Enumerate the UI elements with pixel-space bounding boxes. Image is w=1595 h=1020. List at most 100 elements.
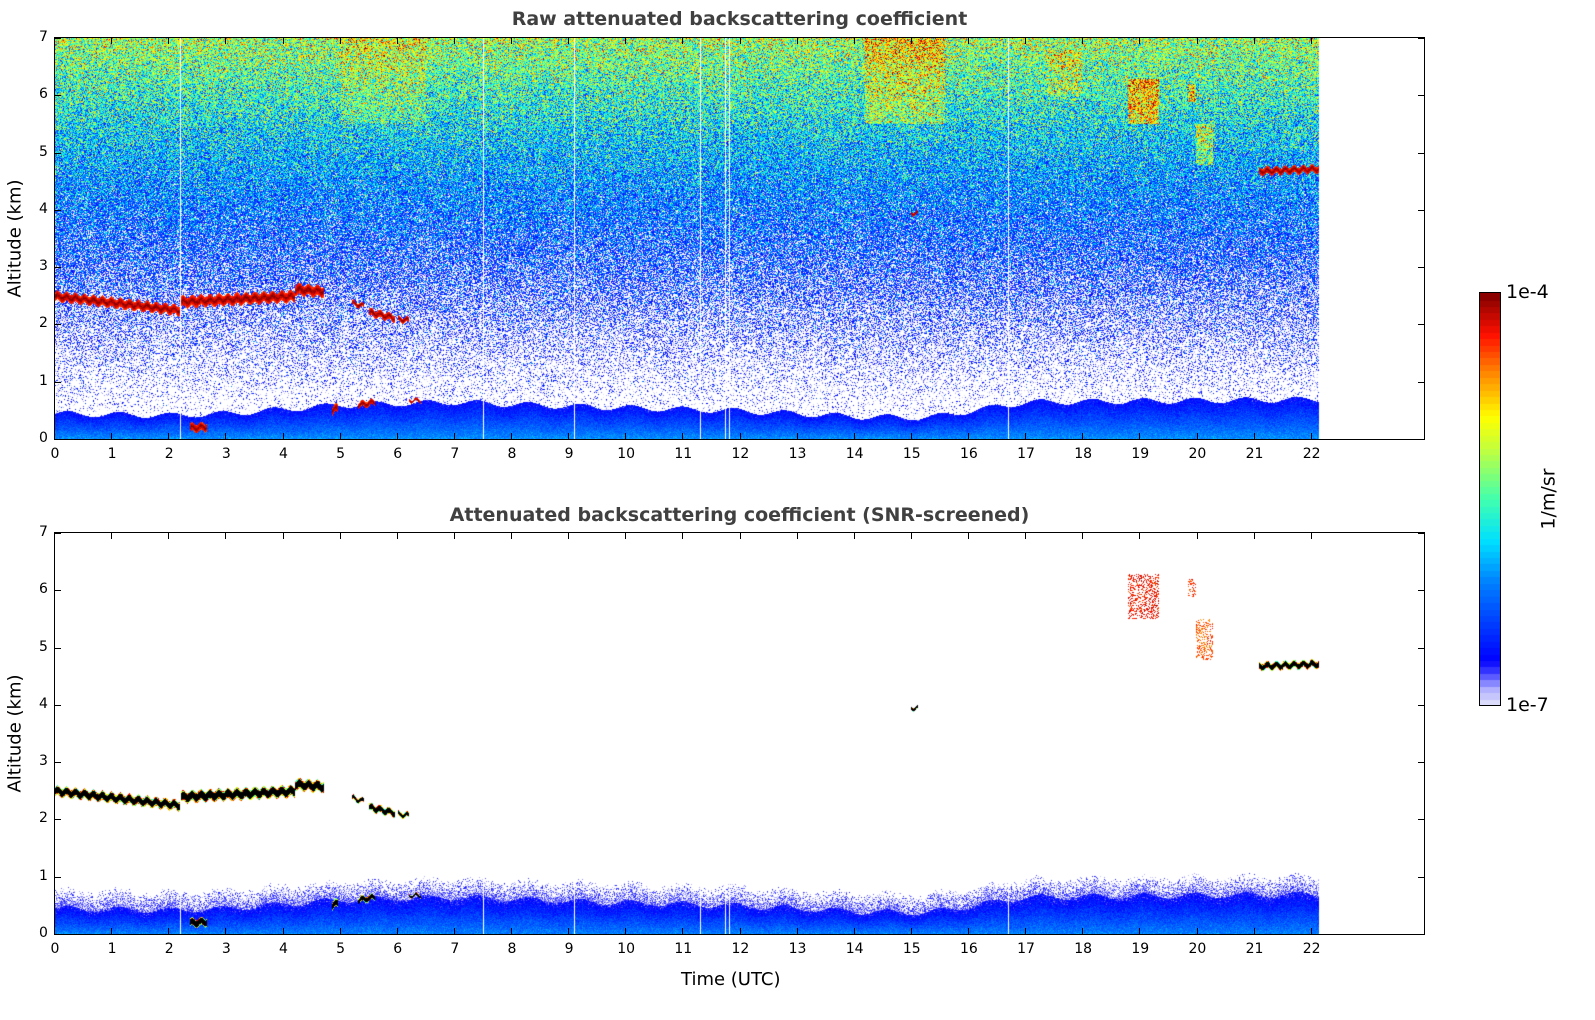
y-tick-mark xyxy=(55,267,61,269)
raw-backscatter-raster xyxy=(55,38,1424,439)
x-tick-mark xyxy=(1310,433,1312,439)
x-tick-mark xyxy=(54,928,55,934)
x-tick-mark xyxy=(1310,928,1312,934)
x-tick-mark xyxy=(1082,533,1084,539)
colorbar-unit-label: 1/m/sr xyxy=(1537,468,1560,530)
y-tick-mark xyxy=(55,934,61,935)
x-tick-label: 9 xyxy=(564,446,574,462)
x-tick-mark xyxy=(796,928,798,934)
x-tick-mark xyxy=(568,533,570,539)
y-tick-mark xyxy=(1418,934,1424,935)
x-tick-mark xyxy=(396,928,398,934)
x-tick-mark xyxy=(111,928,113,934)
x-tick-label: 16 xyxy=(960,941,978,957)
x-tick-mark xyxy=(1025,533,1027,539)
x-tick-mark xyxy=(339,928,341,934)
x-tick-mark xyxy=(1082,433,1084,439)
x-tick-mark xyxy=(625,928,627,934)
y-tick-mark xyxy=(1418,209,1424,211)
colorbar xyxy=(1479,292,1501,706)
x-tick-mark xyxy=(796,433,798,439)
x-tick-mark xyxy=(1082,38,1084,44)
x-tick-mark xyxy=(1139,433,1141,439)
y-tick-mark xyxy=(1418,38,1424,39)
y-tick-mark xyxy=(1418,381,1424,383)
y-tick-mark xyxy=(1418,95,1424,97)
x-tick-label: 17 xyxy=(1017,446,1035,462)
y-tick-mark xyxy=(1418,819,1424,821)
x-tick-label: 19 xyxy=(1131,446,1150,462)
y-tick-mark xyxy=(55,876,61,878)
x-tick-mark xyxy=(1196,433,1198,439)
x-tick-mark xyxy=(682,928,684,934)
y-tick-mark xyxy=(1418,647,1424,649)
y-tick-mark xyxy=(1418,876,1424,878)
x-tick-mark xyxy=(1253,38,1255,44)
y-tick-mark xyxy=(55,38,61,39)
y-tick-mark xyxy=(55,819,61,821)
x-tick-mark xyxy=(453,928,455,934)
x-tick-mark xyxy=(339,38,341,44)
x-tick-label: 1 xyxy=(107,446,117,462)
x-tick-mark xyxy=(225,38,227,44)
y-tick-mark xyxy=(55,590,61,592)
x-tick-mark xyxy=(739,433,741,439)
x-tick-label: 22 xyxy=(1302,941,1321,957)
x-tick-mark xyxy=(225,433,227,439)
x-tick-label: 18 xyxy=(1074,446,1093,462)
x-tick-label: 10 xyxy=(617,446,636,462)
x-tick-label: 20 xyxy=(1188,941,1207,957)
x-tick-mark xyxy=(1139,928,1141,934)
x-tick-label: 4 xyxy=(279,446,288,462)
x-tick-mark xyxy=(910,433,912,439)
x-tick-mark xyxy=(453,38,455,44)
y-tick-mark xyxy=(55,439,61,440)
y-tick-mark xyxy=(1418,267,1424,269)
x-tick-label: 13 xyxy=(788,446,807,462)
x-tick-mark xyxy=(1139,38,1141,44)
y-tick-label: 7 xyxy=(39,29,48,45)
x-tick-mark xyxy=(968,928,969,934)
y-tick-label: 3 xyxy=(39,753,48,770)
x-tick-label: 6 xyxy=(393,446,403,462)
bottom-heatmap-axes: 0 1 2 3 4 5 6 7 8 9 10 11 12 13 14 15 16 17 18 19 20 21 22 0 1 2 3… xyxy=(39,524,1425,957)
x-tick-label: 13 xyxy=(788,941,807,957)
top-heatmap-axes: 0 1 2 3 4 5 6 7 8 9 10 11 12 13 14 15 16 17 18 19 20 21 22 0 1 2 3… xyxy=(39,29,1425,462)
x-tick-mark xyxy=(1253,433,1255,439)
x-tick-mark xyxy=(54,433,55,439)
bottom-chart-title: Attenuated backscattering coefficient (S… xyxy=(449,504,1030,526)
x-tick-mark xyxy=(910,533,912,539)
y-tick-label: 1 xyxy=(39,372,48,389)
x-tick-mark xyxy=(625,38,627,44)
x-tick-mark xyxy=(453,433,455,439)
x-tick-mark xyxy=(168,38,170,44)
top-chart-title: Raw attenuated backscattering coefficien… xyxy=(511,8,968,30)
x-tick-label: 6 xyxy=(393,941,403,957)
y-tick-label: 6 xyxy=(39,86,48,103)
x-tick-mark xyxy=(853,533,855,539)
y-tick-mark xyxy=(55,324,61,326)
y-tick-label: 6 xyxy=(39,581,48,598)
x-tick-mark xyxy=(1310,38,1312,44)
y-tick-mark xyxy=(1418,152,1424,154)
y-tick-mark xyxy=(55,533,61,534)
x-tick-mark xyxy=(1025,433,1027,439)
y-tick-mark xyxy=(55,762,61,764)
x-tick-mark xyxy=(1196,533,1198,539)
x-tick-label: 17 xyxy=(1017,941,1035,957)
x-tick-label: 15 xyxy=(902,446,921,462)
x-tick-label: 0 xyxy=(50,941,60,957)
x-tick-mark xyxy=(910,38,912,44)
x-tick-mark xyxy=(1082,928,1084,934)
y-tick-mark xyxy=(55,381,61,383)
x-tick-mark xyxy=(54,38,55,44)
y-tick-mark xyxy=(1418,533,1424,534)
x-tick-mark xyxy=(396,433,398,439)
y-tick-label: 2 xyxy=(39,810,48,827)
x-tick-mark xyxy=(225,533,227,539)
y-tick-label: 7 xyxy=(39,524,48,540)
x-tick-mark xyxy=(111,433,113,439)
x-tick-label: 21 xyxy=(1245,941,1264,957)
x-tick-label: 22 xyxy=(1302,446,1321,462)
x-tick-label: 21 xyxy=(1245,446,1264,462)
